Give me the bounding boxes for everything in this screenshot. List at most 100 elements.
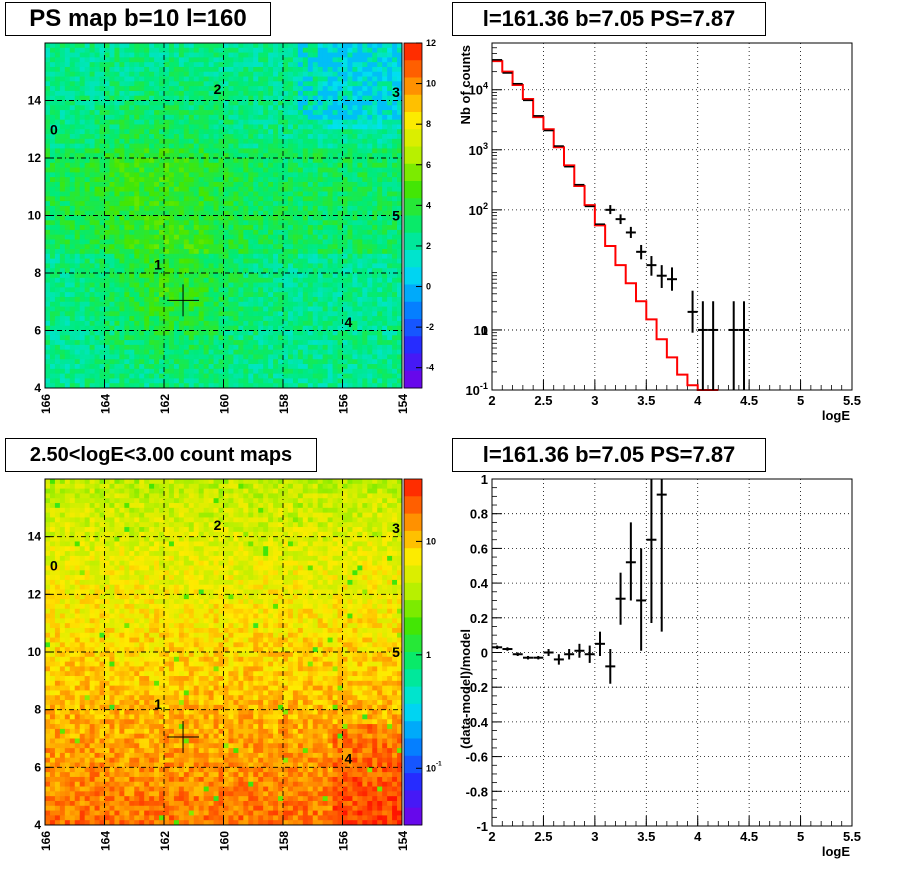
map-pixel [268, 273, 274, 279]
map-pixel [283, 320, 289, 327]
map-pixel [228, 57, 234, 63]
map-pixel [144, 95, 150, 101]
map-pixel [188, 119, 195, 125]
map-pixel [253, 268, 259, 274]
map-pixel [287, 71, 294, 77]
map-pixel [183, 244, 190, 250]
map-pixel [49, 354, 56, 360]
map-pixel [243, 282, 249, 288]
map-pixel [129, 316, 135, 322]
map-pixel [297, 335, 304, 341]
map-pixel [387, 244, 393, 250]
map-pixel [74, 47, 81, 53]
map-pixel [238, 287, 244, 293]
map-pixel [302, 186, 309, 192]
map-pixel [99, 134, 105, 140]
map-pixel [352, 90, 358, 97]
map-pixel [287, 110, 294, 116]
map-pixel [159, 138, 165, 145]
map-pixel [149, 330, 155, 336]
map-pixel [377, 364, 383, 370]
map-pixel [238, 344, 244, 351]
map-pixel [392, 76, 398, 82]
map-pixel [387, 263, 393, 269]
map-pixel [54, 354, 61, 360]
map-pixel [173, 316, 180, 322]
map-pixel [342, 167, 348, 173]
map-pixel [228, 368, 234, 375]
map-pixel [367, 196, 373, 202]
map-pixel [188, 158, 195, 164]
map-pixel [352, 186, 358, 192]
map-pixel [154, 253, 160, 260]
map-pixel [312, 301, 319, 307]
map-pixel [119, 110, 125, 116]
map-pixel [317, 229, 324, 236]
map-pixel [327, 244, 333, 250]
map-pixel [74, 86, 81, 92]
map-pixel [74, 268, 81, 274]
map-pixel [79, 201, 86, 207]
map-pixel [297, 301, 304, 307]
map-pixel [64, 258, 71, 264]
map-pixel [173, 205, 180, 212]
map-pixel [297, 81, 304, 87]
map-pixel [292, 119, 299, 125]
map-pixel [183, 258, 190, 264]
map-pixel [263, 316, 269, 322]
map-pixel [139, 340, 145, 346]
map-pixel [287, 62, 294, 68]
map-pixel [208, 153, 214, 159]
map-pixel [317, 110, 324, 116]
map-pixel [84, 153, 91, 159]
map-pixel [297, 311, 304, 317]
map-pixel [129, 177, 135, 183]
map-pixel [89, 148, 95, 154]
map-pixel [322, 62, 329, 68]
map-pixel [268, 292, 274, 298]
map-pixel [59, 158, 66, 164]
map-pixel [243, 62, 249, 68]
map-pixel [99, 225, 105, 231]
map-pixel [168, 43, 175, 49]
map-pixel [173, 277, 180, 283]
map-pixel [193, 181, 200, 188]
map-pixel [322, 162, 329, 168]
map-pixel [243, 76, 249, 82]
map-pixel [377, 325, 383, 331]
map-pixel [149, 268, 155, 274]
map-pixel [367, 287, 373, 293]
map-pixel [387, 86, 393, 92]
map-pixel [208, 249, 214, 255]
map-pixel [387, 364, 393, 370]
map-pixel [193, 105, 200, 111]
map-pixel [322, 57, 329, 63]
map-pixel [357, 335, 363, 341]
map-pixel [283, 95, 289, 101]
map-pixel [84, 335, 91, 341]
map-pixel [109, 43, 115, 49]
map-pixel [59, 186, 66, 192]
map-pixel [104, 335, 110, 341]
map-pixel [352, 234, 358, 240]
map-pixel [283, 349, 289, 355]
map-pixel [54, 277, 61, 283]
map-pixel [164, 90, 170, 97]
map-pixel [337, 105, 343, 111]
map-pixel [263, 287, 269, 293]
map-pixel [327, 105, 333, 111]
map-pixel [392, 71, 398, 77]
map-pixel [292, 325, 299, 331]
map-pixel [307, 354, 314, 360]
map-pixel [193, 364, 200, 370]
map-pixel [49, 114, 56, 121]
map-pixel [139, 229, 145, 236]
map-pixel [357, 186, 363, 192]
map-pixel [99, 229, 105, 236]
map-pixel [188, 253, 195, 260]
map-pixel [382, 311, 388, 317]
map-pixel [332, 311, 338, 317]
map-pixel [382, 43, 388, 49]
map-pixel [248, 287, 254, 293]
map-pixel [347, 52, 353, 58]
